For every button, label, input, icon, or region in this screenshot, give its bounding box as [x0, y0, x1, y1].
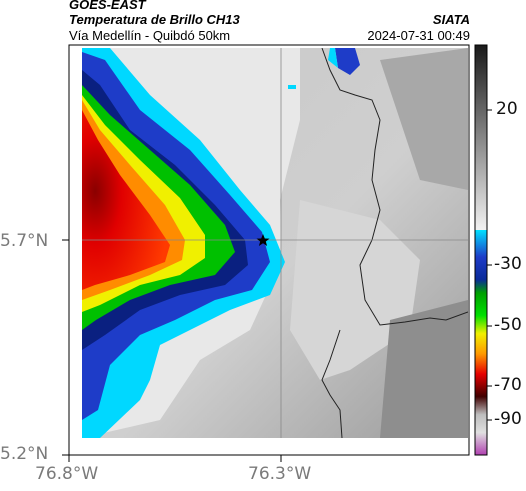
- cloud-red-core: [82, 110, 170, 290]
- cloud-small-north-edge: [328, 48, 338, 68]
- star-icon: [256, 234, 270, 246]
- mountain-area-north: [380, 48, 468, 190]
- colorbar: [474, 44, 492, 456]
- plateau-area: [290, 200, 420, 380]
- department-boundary-south: [321, 329, 343, 438]
- colorbar-color-segment: [475, 230, 487, 455]
- product-title: Temperatura de Brillo CH13: [69, 12, 240, 27]
- lon-label-2: 76.3°W: [248, 464, 312, 484]
- colorbar-tick-5: -90: [494, 409, 522, 429]
- colorbar-tick-3: -50: [494, 315, 522, 335]
- region-label: Vía Medellín - Quibdó 50km: [69, 28, 231, 43]
- lat-label-1: 5.7°N: [0, 231, 49, 251]
- mountain-area-dark: [380, 300, 468, 438]
- cloud-speck: [288, 85, 296, 89]
- map-image: [82, 48, 468, 438]
- colorbar-tick-4: -70: [494, 375, 522, 395]
- lat-label-2: 5.2°N: [0, 444, 49, 464]
- colorbar-tick-1: 20: [496, 99, 518, 119]
- satellite-name: GOES-EAST: [69, 0, 146, 12]
- organization-label: SIATA: [432, 12, 470, 27]
- timestamp-label: 2024-07-31 00:49: [367, 28, 470, 43]
- colorbar-tick-2: -30: [494, 254, 522, 274]
- map-frame: [68, 44, 470, 456]
- department-boundary: [321, 48, 468, 326]
- cloud-small-north: [335, 48, 360, 75]
- colorbar-gray-segment: [475, 45, 487, 230]
- lon-label-1: 76.8°W: [35, 464, 99, 484]
- colorbar-frame: [474, 44, 488, 456]
